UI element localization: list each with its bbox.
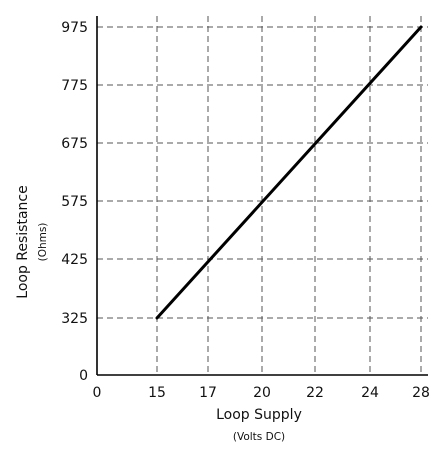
y-tick-label-575: 575 [61, 194, 88, 210]
x-tick-label-24: 24 [361, 385, 379, 401]
axes [96, 16, 428, 376]
x-axis-unit: (Volts DC) [233, 431, 285, 443]
series-lines [155, 25, 423, 320]
x-tick-label-15: 15 [148, 385, 166, 401]
y-axis-unit: (Ohms) [37, 223, 49, 262]
series-line-0 [155, 25, 423, 320]
y-axis-title: Loop Resistance [15, 185, 31, 298]
y-tick-label-675: 675 [61, 136, 88, 152]
y-tick-label-0: 0 [79, 368, 88, 384]
y-tick-label-975: 975 [61, 20, 88, 36]
gridlines [97, 16, 428, 375]
x-tick-label-17: 17 [199, 385, 217, 401]
x-tick-label-20: 20 [253, 385, 271, 401]
x-tick-label-22: 22 [306, 385, 324, 401]
x-tick-label-0: 0 [93, 385, 102, 401]
tick-labels: 0 15 17 20 22 24 28 0 325 425 575 675 775 975 [61, 20, 430, 401]
y-tick-label-425: 425 [61, 252, 88, 268]
y-tick-label-775: 775 [61, 78, 88, 94]
x-axis-title: Loop Supply [216, 407, 302, 423]
x-tick-label-28: 28 [412, 385, 430, 401]
y-tick-label-325: 325 [61, 311, 88, 327]
